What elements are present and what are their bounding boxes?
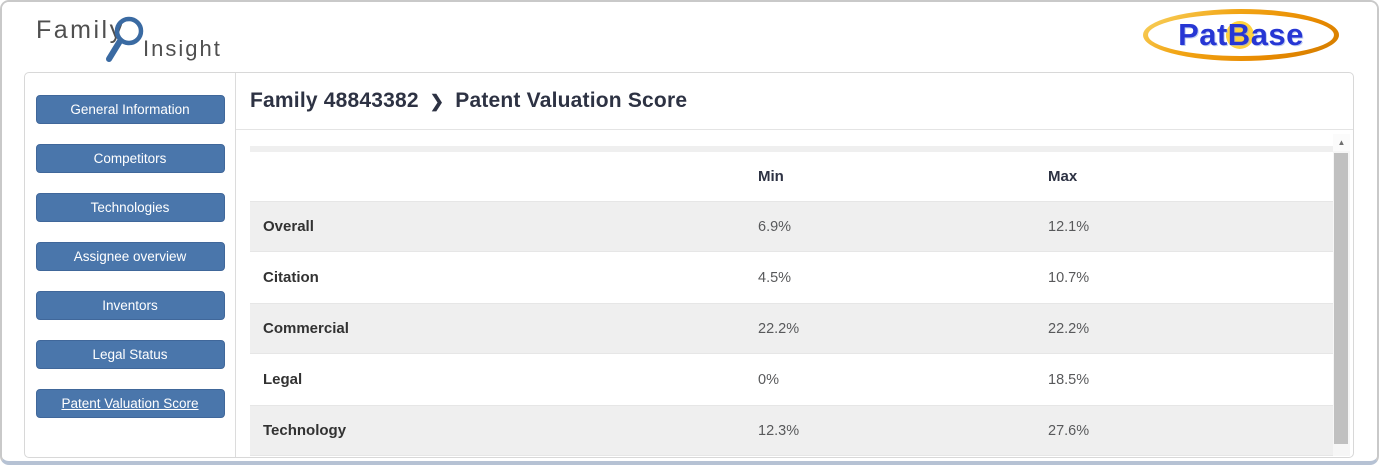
breadcrumb-family: Family 48843382 [250, 89, 419, 112]
logo-insight-text: Insight [143, 36, 222, 61]
sidebar-item-competitors[interactable]: Competitors [35, 144, 225, 173]
sidebar-item-patent-valuation-score[interactable]: Patent Valuation Score [35, 389, 225, 418]
sidebar-item-technologies[interactable]: Technologies [35, 193, 225, 222]
patbase-logo[interactable]: PatBase [1143, 9, 1339, 61]
row-min-value: 12.3% [758, 422, 800, 439]
table-header-row: Min Max [250, 152, 1333, 201]
content-area: Family 48843382 ❯ Patent Valuation Score… [236, 73, 1353, 457]
sidebar-item-label: Assignee overview [73, 249, 187, 264]
row-max-value: 27.6% [1048, 422, 1090, 439]
sidebar-item-label: Inventors [102, 298, 158, 313]
row-max-value: 12.1% [1048, 218, 1090, 235]
vertical-scrollbar[interactable]: ▲ [1333, 134, 1350, 456]
main-panel: General Information Competitors Technologi… [24, 72, 1354, 458]
logo-family-text: Family [36, 16, 125, 44]
row-min-value: 0% [758, 371, 779, 388]
sidebar-item-label: Patent Valuation Score [61, 396, 199, 411]
family-insight-logo: Family Insight [36, 12, 286, 68]
patbase-logo-text: PatBase [1178, 17, 1304, 52]
row-max-value: 22.2% [1048, 320, 1090, 337]
sidebar-item-legal-status[interactable]: Legal Status [35, 340, 225, 369]
table-row: Technology 12.3% 27.6% [250, 405, 1333, 456]
row-min-value: 6.9% [758, 218, 792, 235]
scroll-up-arrow[interactable]: ▲ [1333, 134, 1350, 151]
breadcrumb: Family 48843382 ❯ Patent Valuation Score [236, 73, 1353, 130]
row-max-value: 10.7% [1048, 269, 1090, 286]
row-label: Overall [263, 218, 314, 235]
column-header-max: Max [1048, 168, 1078, 185]
column-header-min: Min [758, 168, 784, 185]
row-label: Commercial [263, 320, 349, 337]
table-row: Legal 0% 18.5% [250, 354, 1333, 405]
header: Family Insight PatBase [2, 2, 1377, 72]
sidebar-item-label: Legal Status [92, 347, 168, 362]
table-body: Overall 6.9% 12.1% Citation 4.5% 10.7% Commerc… [250, 201, 1333, 456]
partially-scrolled-row [250, 146, 1333, 152]
sidebar-item-general-information[interactable]: General Information [35, 95, 225, 124]
valuation-table: Min Max Overall 6.9% 12.1% Citation 4.5% 10.7… [250, 146, 1333, 456]
chevron-right-icon: ❯ [429, 92, 445, 111]
sidebar-item-label: General Information [70, 102, 190, 117]
row-max-value: 18.5% [1048, 371, 1090, 388]
magnifier-icon [106, 16, 144, 62]
row-min-value: 22.2% [758, 320, 800, 337]
sidebar-item-inventors[interactable]: Inventors [35, 291, 225, 320]
row-label: Citation [263, 269, 319, 286]
table-row: Citation 4.5% 10.7% [250, 252, 1333, 303]
row-label: Legal [263, 371, 303, 388]
sidebar: General Information Competitors Technologi… [25, 73, 236, 457]
table-row: Commercial 22.2% 22.2% [250, 303, 1333, 354]
patbase-logo-dot [1225, 21, 1254, 49]
page-title: Patent Valuation Score [455, 89, 688, 112]
row-min-value: 4.5% [758, 269, 792, 286]
row-label: Technology [263, 422, 347, 439]
scrollbar-thumb[interactable] [1334, 153, 1348, 444]
sidebar-item-label: Technologies [90, 200, 170, 215]
sidebar-item-label: Competitors [93, 151, 167, 166]
sidebar-item-assignee-overview[interactable]: Assignee overview [35, 242, 225, 271]
table-row: Overall 6.9% 12.1% [250, 201, 1333, 252]
